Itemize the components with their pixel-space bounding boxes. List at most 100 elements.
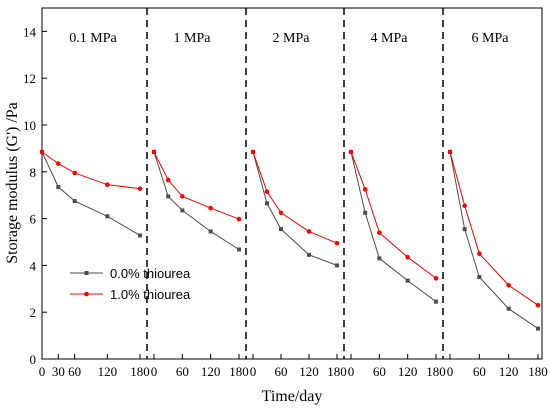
panel xyxy=(447,149,541,331)
data-point xyxy=(166,194,171,199)
data-point xyxy=(405,254,410,260)
y-tick-label: 14 xyxy=(23,24,37,39)
data-point xyxy=(151,149,157,155)
plot-frame xyxy=(41,7,543,360)
data-point xyxy=(105,182,110,187)
data-point xyxy=(477,275,482,280)
data-point xyxy=(264,189,270,194)
y-tick-label: 10 xyxy=(23,118,36,133)
series-line xyxy=(153,151,240,220)
x-tick-label: 60 xyxy=(373,364,386,379)
data-point xyxy=(180,208,185,213)
data-point xyxy=(434,299,438,304)
data-point xyxy=(165,177,171,183)
series-line xyxy=(252,151,338,266)
legend-label: 1.0% thiourea xyxy=(110,287,191,302)
legend: 0.0% thiourea 1.0% thiourea xyxy=(70,266,191,302)
data-point xyxy=(462,227,467,232)
data-point xyxy=(208,205,213,211)
x-tick-label: 180 xyxy=(229,364,249,379)
x-tick-label: 120 xyxy=(299,364,319,379)
y-tick-label: 6 xyxy=(30,212,37,227)
data-point xyxy=(462,203,467,209)
panel xyxy=(151,149,242,252)
y-axis-title: Storage modulus (G') /Pa xyxy=(4,102,21,264)
data-point xyxy=(236,216,242,222)
data-point xyxy=(334,240,340,246)
y-tick-label: 8 xyxy=(30,165,37,180)
data-point xyxy=(237,247,241,252)
data-point xyxy=(377,256,382,261)
data-point xyxy=(250,149,256,155)
data-point xyxy=(56,185,61,190)
x-tick-label: 0 xyxy=(151,364,158,379)
panel-label: 4 MPa xyxy=(371,31,409,46)
data-point xyxy=(363,210,368,215)
legend-marker xyxy=(84,291,89,297)
panel xyxy=(348,149,439,304)
x-tick-label: 180 xyxy=(130,364,150,379)
data-point xyxy=(208,229,213,234)
data-point xyxy=(307,252,311,257)
data-point xyxy=(72,199,77,204)
panels xyxy=(39,149,541,331)
x-axis-title: Time/day xyxy=(262,388,323,405)
panel-labels: 0.1 MPa 1 MPa 2 MPa 4 MPa 6 MPa xyxy=(69,31,509,46)
data-point xyxy=(377,230,382,235)
x-axis: 0 30 60 120 180 0 60 120 180 0 60 120 180 0 60 120 180 0 6… xyxy=(39,354,548,379)
x-tick-label: 60 xyxy=(68,364,81,379)
y-tick-label: 4 xyxy=(30,258,37,273)
panel-label: 6 MPa xyxy=(472,31,510,46)
panel-dividers xyxy=(146,8,444,359)
legend-label: 0.0% thiourea xyxy=(110,266,191,281)
x-tick-label: 60 xyxy=(275,364,288,379)
data-point xyxy=(56,161,61,166)
data-point xyxy=(433,275,439,281)
x-tick-label: 30 xyxy=(52,364,65,379)
y-tick-label: 0 xyxy=(30,352,37,367)
data-point xyxy=(506,282,511,288)
y-tick-label: 2 xyxy=(30,305,37,320)
data-point xyxy=(536,326,540,331)
data-point xyxy=(535,302,541,308)
x-tick-label: 180 xyxy=(528,364,548,379)
panel xyxy=(250,149,340,268)
panel-label: 2 MPa xyxy=(273,31,311,46)
data-point xyxy=(180,194,185,199)
x-tick-label: 120 xyxy=(201,364,221,379)
x-tick-label: 120 xyxy=(398,364,418,379)
panel-label: 0.1 MPa xyxy=(69,31,117,46)
series-line xyxy=(449,151,539,329)
y-axis: 0 2 4 6 8 10 12 14 xyxy=(23,24,47,367)
data-point xyxy=(105,214,110,219)
data-point xyxy=(405,278,410,283)
data-point xyxy=(506,306,511,311)
x-tick-label: 180 xyxy=(327,364,347,379)
data-point xyxy=(306,229,312,234)
x-tick-label: 180 xyxy=(426,364,446,379)
data-point xyxy=(279,227,283,232)
series-line xyxy=(350,151,437,279)
legend-marker xyxy=(84,271,89,275)
data-point xyxy=(278,210,284,216)
data-point xyxy=(137,186,143,191)
series-line xyxy=(350,151,437,303)
x-tick-label: 120 xyxy=(499,364,519,379)
data-point xyxy=(72,170,77,176)
data-point xyxy=(447,149,453,155)
panel xyxy=(39,149,143,238)
data-point xyxy=(335,263,339,268)
data-point xyxy=(39,149,45,155)
panel-label: 1 MPa xyxy=(174,31,212,46)
data-point xyxy=(362,187,368,192)
x-tick-label: 60 xyxy=(176,364,189,379)
x-tick-label: 0 xyxy=(39,364,46,379)
x-tick-label: 0 xyxy=(250,364,257,379)
data-point xyxy=(348,149,354,155)
x-tick-label: 120 xyxy=(98,364,118,379)
data-point xyxy=(265,201,269,206)
x-tick-label: 60 xyxy=(473,364,486,379)
y-tick-label: 12 xyxy=(23,71,36,86)
x-tick-label: 0 xyxy=(348,364,355,379)
